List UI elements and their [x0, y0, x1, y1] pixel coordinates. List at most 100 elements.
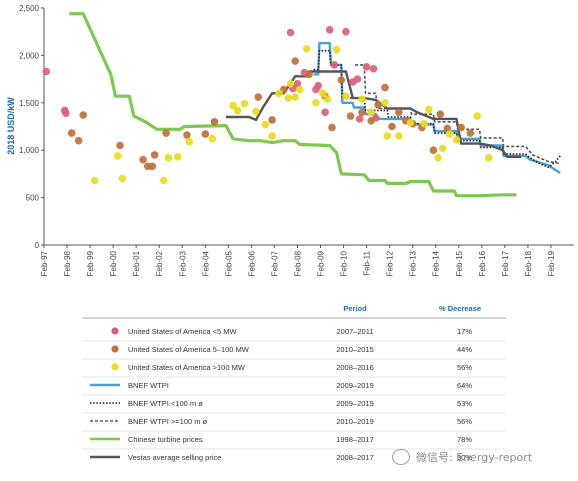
x-tick-label: Feb-01 — [132, 250, 141, 276]
data-point-1 — [116, 141, 124, 150]
data-point-1 — [436, 110, 445, 118]
data-point-2 — [90, 176, 99, 185]
data-point-2 — [252, 107, 260, 116]
data-point-1 — [466, 129, 475, 137]
legend-period-header: Period — [343, 304, 367, 313]
data-point-2 — [381, 99, 389, 107]
data-point-1 — [443, 124, 452, 133]
legend-series-decrease: 56% — [457, 363, 472, 372]
y-tick-label: 2,000 — [19, 51, 40, 60]
data-point-2 — [113, 152, 122, 160]
data-point-0 — [293, 80, 302, 88]
legend-series-name: United States of America 5–100 MW — [128, 345, 250, 354]
data-point-2 — [342, 92, 350, 100]
legend-series-name: United States of America >100 MW — [128, 363, 246, 372]
x-tick-label: Feb-98 — [63, 250, 72, 276]
data-point-2 — [312, 99, 320, 107]
legend-series-decrease: 56% — [457, 417, 472, 426]
data-point-1 — [254, 93, 263, 101]
y-tick-label: 1,500 — [19, 99, 40, 108]
data-point-1 — [79, 111, 87, 119]
x-tick-label: Feb-02 — [155, 250, 164, 276]
data-point-2 — [240, 99, 249, 108]
data-point-2 — [319, 89, 327, 98]
data-point-1 — [67, 129, 76, 137]
data-point-1 — [162, 129, 170, 137]
legend-series-period: 2007–2011 — [337, 327, 374, 336]
data-point-1 — [201, 130, 210, 138]
data-point-0 — [353, 75, 362, 83]
legend-marker-0 — [111, 327, 119, 335]
legend-marker-2 — [111, 363, 119, 371]
data-point-1 — [337, 76, 346, 84]
data-point-0 — [286, 28, 295, 37]
data-point-2 — [445, 130, 454, 138]
data-point-0 — [369, 64, 378, 73]
data-point-2 — [261, 120, 270, 129]
legend-series-period: 2009–2019 — [336, 399, 374, 408]
data-point-1 — [305, 70, 313, 79]
data-point-1 — [457, 123, 465, 132]
x-tick-label: Feb-03 — [178, 250, 187, 276]
wechat-icon — [392, 449, 410, 465]
legend-series-period: 2010–2015 — [336, 345, 374, 354]
data-point-0 — [314, 81, 323, 90]
x-tick-label: Feb-17 — [501, 250, 510, 276]
data-point-1 — [374, 100, 382, 109]
data-point-2 — [323, 95, 332, 103]
x-tick-label: Feb-97 — [40, 250, 49, 276]
y-tick-label: 0 — [35, 241, 40, 250]
legend: Period % Decrease United States of Ameri… — [82, 304, 506, 462]
x-tick-label: Feb-12 — [386, 250, 395, 276]
data-point-1 — [74, 136, 83, 145]
legend-series-name: BNEF WTPI — [128, 381, 169, 390]
data-point-2 — [358, 95, 366, 103]
data-point-2 — [367, 108, 376, 117]
data-point-1 — [183, 131, 191, 139]
x-tick-label: Feb-07 — [270, 250, 279, 276]
x-tick-label: Feb-99 — [86, 250, 95, 276]
x-tick-label: Feb-16 — [478, 250, 487, 276]
data-point-2 — [425, 105, 433, 114]
data-point-2 — [208, 135, 216, 143]
legend-series-decrease: 30% — [457, 453, 472, 462]
x-tick-label: Feb-05 — [224, 250, 233, 276]
data-point-2 — [173, 153, 182, 161]
x-tick-label: Feb-18 — [524, 250, 533, 276]
legend-series-period: 2008–2017 — [336, 453, 374, 462]
data-point-2 — [275, 89, 283, 98]
data-point-2 — [118, 174, 127, 183]
x-tick-label: Feb-09 — [317, 250, 326, 276]
watermark-text: 微信号: Energy-report — [416, 451, 533, 464]
legend-marker-1 — [111, 345, 119, 353]
data-point-2 — [383, 132, 392, 140]
data-point-2 — [452, 136, 461, 144]
data-point-1 — [210, 118, 219, 126]
x-tick-label: Feb-11 — [363, 250, 372, 275]
data-point-1 — [291, 57, 300, 65]
legend-series-decrease: 44% — [457, 345, 472, 354]
data-point-2 — [484, 154, 493, 162]
series-line-7 — [226, 70, 521, 159]
data-point-1 — [381, 83, 389, 92]
data-point-2 — [185, 137, 193, 146]
data-point-0 — [342, 27, 350, 36]
data-point-2 — [233, 106, 242, 115]
data-point-2 — [164, 154, 173, 162]
data-point-2 — [160, 176, 168, 185]
data-point-2 — [406, 118, 415, 127]
data-point-2 — [291, 93, 300, 101]
data-point-0 — [321, 108, 329, 117]
legend-series-period: 1998–2017 — [336, 435, 374, 444]
data-point-2 — [268, 132, 276, 140]
x-tick-label: Feb-10 — [340, 250, 349, 276]
legend-series-decrease: 78% — [457, 435, 472, 444]
y-tick-label: 500 — [26, 194, 40, 203]
data-point-1 — [150, 151, 159, 159]
data-point-2 — [296, 85, 304, 94]
watermark: 微信号: Energy-report — [392, 446, 574, 468]
legend-series-decrease: 17% — [457, 327, 472, 336]
data-point-1 — [346, 112, 355, 120]
x-tick-label: Feb-14 — [432, 250, 441, 276]
